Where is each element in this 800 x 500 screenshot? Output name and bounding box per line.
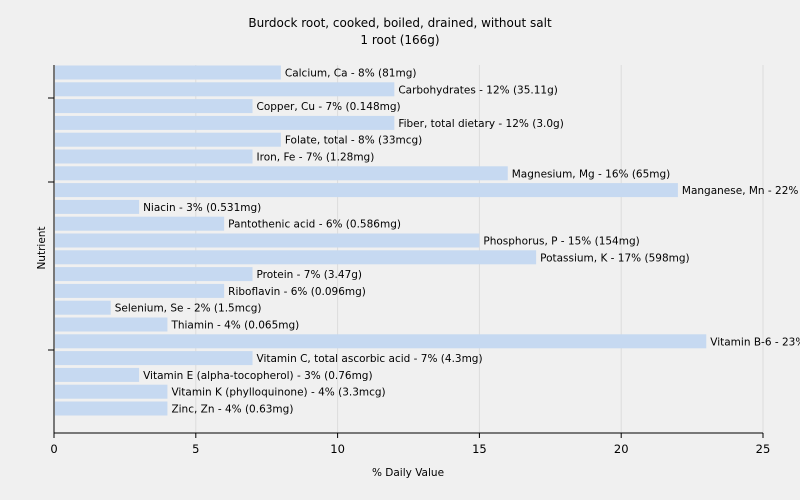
x-axis-label: % Daily Value: [372, 467, 444, 479]
bar: [55, 115, 395, 130]
bar-label: Selenium, Se - 2% (1.5mcg): [115, 303, 262, 315]
bar: [55, 351, 253, 366]
bar-label: Iron, Fe - 7% (1.28mg): [257, 152, 375, 164]
bar: [55, 267, 253, 282]
bar-label: Niacin - 3% (0.531mg): [143, 202, 261, 214]
bar-label: Pantothenic acid - 6% (0.586mg): [228, 219, 401, 231]
bar: [55, 199, 140, 214]
bar-label: Vitamin C, total ascorbic acid - 7% (4.3…: [257, 353, 483, 365]
bar: [55, 183, 678, 198]
y-axis-label: Nutrient: [36, 226, 48, 269]
bar-label: Riboflavin - 6% (0.096mg): [228, 286, 366, 298]
x-tick-label: 15: [472, 442, 487, 456]
bar-label: Copper, Cu - 7% (0.148mg): [257, 101, 401, 113]
bar-label: Potassium, K - 17% (598mg): [540, 252, 690, 264]
bar: [55, 334, 707, 349]
bar-label: Zinc, Zn - 4% (0.63mg): [171, 404, 293, 416]
bar: [55, 99, 253, 114]
bar: [55, 401, 168, 416]
bar-label: Fiber, total dietary - 12% (3.0g): [398, 118, 563, 130]
x-tick-label: 25: [756, 442, 771, 456]
bar: [55, 283, 225, 298]
bar: [55, 300, 111, 315]
bar: [55, 166, 508, 181]
bar-label: Protein - 7% (3.47g): [257, 269, 363, 281]
bar: [55, 384, 168, 399]
bar-label: Vitamin B-6 - 23% (0.463mg): [710, 336, 800, 348]
bar-label: Vitamin K (phylloquinone) - 4% (3.3mcg): [171, 387, 385, 399]
bar-label: Calcium, Ca - 8% (81mg): [285, 68, 417, 80]
axes: 0 5 10 15 20 25: [48, 65, 770, 456]
bar: [55, 216, 225, 231]
bar-label: Manganese, Mn - 22% (0.448mg): [682, 185, 800, 197]
bar-label: Folate, total - 8% (33mcg): [285, 135, 422, 147]
chart-title: Burdock root, cooked, boiled, drained, w…: [248, 16, 552, 30]
bar: [55, 250, 537, 265]
x-tick-label: 0: [50, 442, 57, 456]
bar-label: Magnesium, Mg - 16% (65mg): [512, 168, 671, 180]
x-tick-label: 5: [192, 442, 199, 456]
bars: Calcium, Ca - 8% (81mg) Carbohydrates - 1…: [55, 65, 800, 416]
x-tick-label: 20: [614, 442, 629, 456]
bar: [55, 367, 140, 382]
chart-subtitle: 1 root (166g): [360, 33, 439, 47]
bar-label: Carbohydrates - 12% (35.11g): [398, 84, 558, 96]
x-tick-label: 10: [330, 442, 345, 456]
bar: [55, 65, 281, 80]
bar: [55, 233, 480, 248]
bar: [55, 317, 168, 332]
bar-label: Vitamin E (alpha-tocopherol) - 3% (0.76m…: [143, 370, 373, 382]
bar-label: Phosphorus, P - 15% (154mg): [483, 236, 639, 248]
bar: [55, 149, 253, 164]
bar: [55, 132, 281, 147]
bar: [55, 82, 395, 97]
bar-label: Thiamin - 4% (0.065mg): [170, 320, 299, 332]
